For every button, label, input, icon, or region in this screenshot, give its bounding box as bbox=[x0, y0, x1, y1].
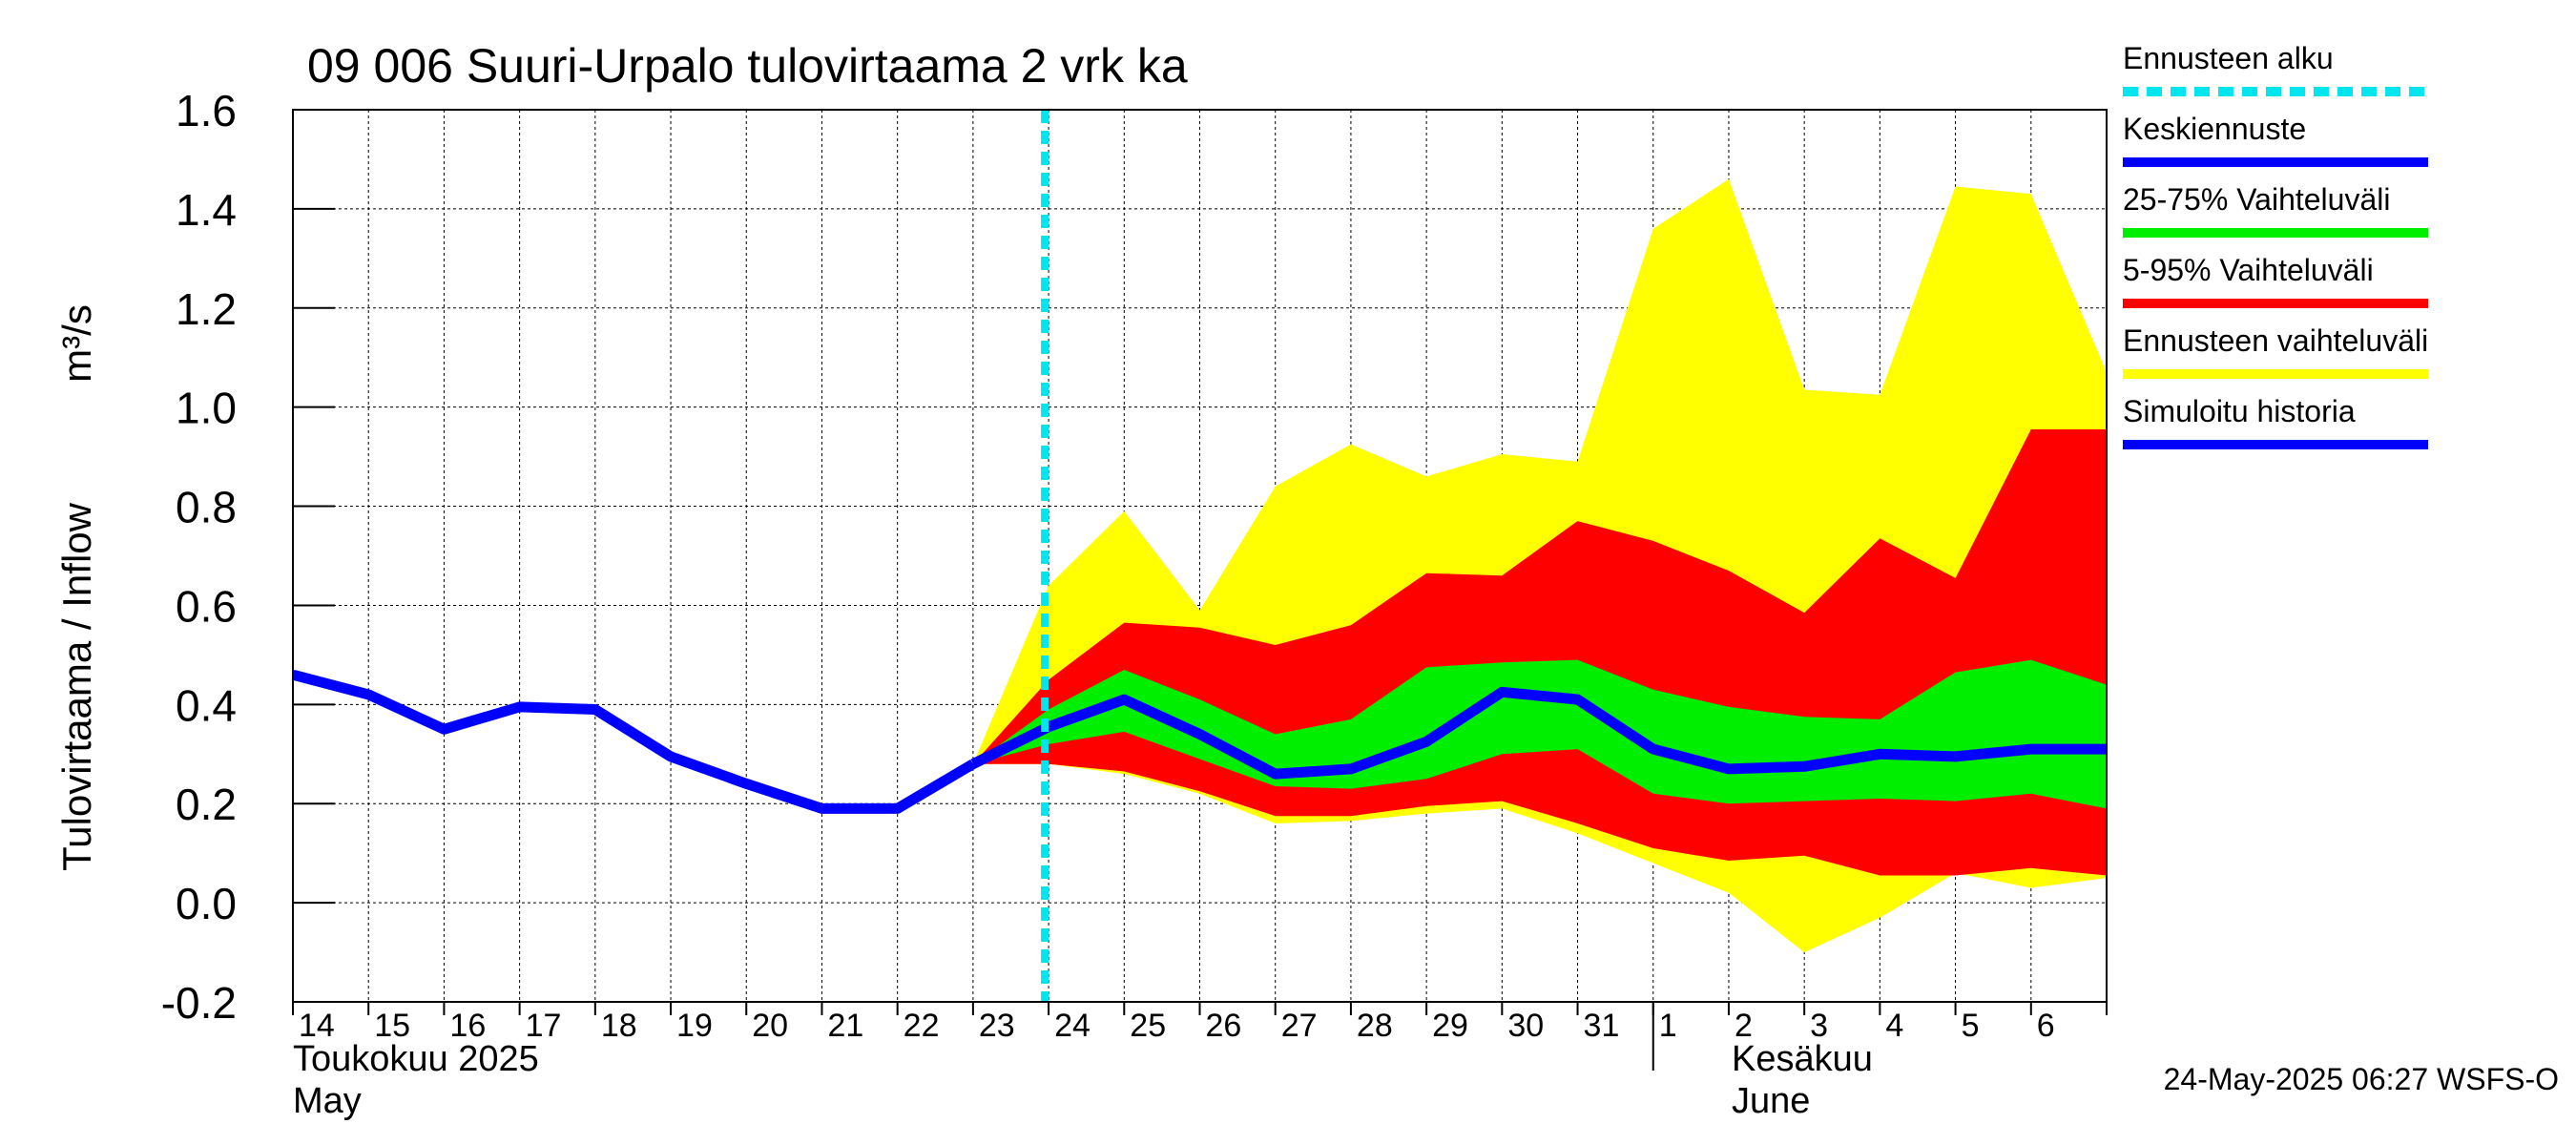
timestamp-footer: 24-May-2025 06:27 WSFS-O bbox=[2164, 1062, 2559, 1096]
x-tick-label: 28 bbox=[1357, 1008, 1393, 1044]
y-axis-label: Tulovirtaama / Inflow bbox=[54, 502, 99, 871]
x-tick-label: 27 bbox=[1281, 1008, 1318, 1044]
x-tick-label: 22 bbox=[904, 1008, 940, 1044]
axis-layer: -0.20.00.20.40.60.81.01.21.41.614 15 16 17 1… bbox=[161, 86, 2108, 1071]
x-tick-label: 29 bbox=[1432, 1008, 1468, 1044]
y-tick-label: 1.2 bbox=[176, 284, 237, 334]
y-tick-label: 0.8 bbox=[176, 483, 237, 532]
y-tick-label: 0.6 bbox=[176, 581, 237, 631]
y-tick-label: 0.2 bbox=[176, 780, 237, 829]
y-tick-label: 0.4 bbox=[176, 680, 237, 730]
y-tick-label: 0.0 bbox=[176, 879, 237, 928]
x-tick-label: 15 bbox=[374, 1008, 410, 1044]
x-tick-label: 30 bbox=[1507, 1008, 1544, 1044]
legend-label: Ennusteen vaihteluväli bbox=[2123, 323, 2428, 358]
band-layer bbox=[972, 178, 2107, 953]
x-tick-label: 16 bbox=[449, 1008, 486, 1044]
y-tick-label: 1.6 bbox=[176, 86, 237, 135]
mean-forecast-line bbox=[970, 686, 2107, 780]
x-tick-label: 25 bbox=[1130, 1008, 1166, 1044]
x-tick-label: 3 bbox=[1810, 1008, 1828, 1044]
line-layer bbox=[291, 110, 2107, 1002]
x-tick-label: 2 bbox=[1735, 1008, 1753, 1044]
x-tick-label: 31 bbox=[1584, 1008, 1620, 1044]
band-25-75 bbox=[972, 659, 2107, 809]
x-tick-label: 6 bbox=[2037, 1008, 2055, 1044]
x-tick-label: 4 bbox=[1885, 1008, 1903, 1044]
x-tick-label: 14 bbox=[299, 1008, 335, 1044]
chart-title: 09 006 Suuri-Urpalo tulovirtaama 2 vrk k… bbox=[307, 39, 1188, 93]
x-tick-label: 17 bbox=[526, 1008, 562, 1044]
y-axis-unit-label: m³/s bbox=[54, 304, 99, 383]
x-tick-label: 5 bbox=[1962, 1008, 1980, 1044]
legend-label: 5-95% Vaihteluväli bbox=[2123, 253, 2374, 287]
month-label-may-fi: Toukokuu 2025 bbox=[293, 1039, 539, 1079]
x-tick-label: 1 bbox=[1659, 1008, 1677, 1044]
month-label-june-fi: Kesäkuu bbox=[1732, 1039, 1873, 1079]
x-tick-label: 19 bbox=[676, 1008, 713, 1044]
x-tick-label: 26 bbox=[1206, 1008, 1242, 1044]
y-tick-label: 1.0 bbox=[176, 384, 237, 433]
y-tick-label: 1.4 bbox=[176, 185, 237, 235]
legend-label: Simuloitu historia bbox=[2123, 394, 2356, 428]
legend: Ennusteen alku Keskiennuste 25-75% Vaihtel… bbox=[2123, 41, 2428, 449]
legend-label: 25-75% Vaihteluväli bbox=[2123, 182, 2390, 217]
x-tick-label: 21 bbox=[827, 1008, 863, 1044]
legend-label: Keskiennuste bbox=[2123, 112, 2306, 146]
x-tick-label: 20 bbox=[752, 1008, 788, 1044]
month-label-may-en: May bbox=[293, 1081, 362, 1121]
x-tick-label: 18 bbox=[601, 1008, 637, 1044]
x-tick-label: 23 bbox=[979, 1008, 1015, 1044]
x-tick-label: 24 bbox=[1054, 1008, 1091, 1044]
y-tick-label: -0.2 bbox=[161, 978, 237, 1028]
legend-label: Ennusteen alku bbox=[2123, 41, 2334, 75]
month-label-june-en: June bbox=[1732, 1081, 1810, 1121]
simulated-history-line bbox=[291, 669, 976, 814]
